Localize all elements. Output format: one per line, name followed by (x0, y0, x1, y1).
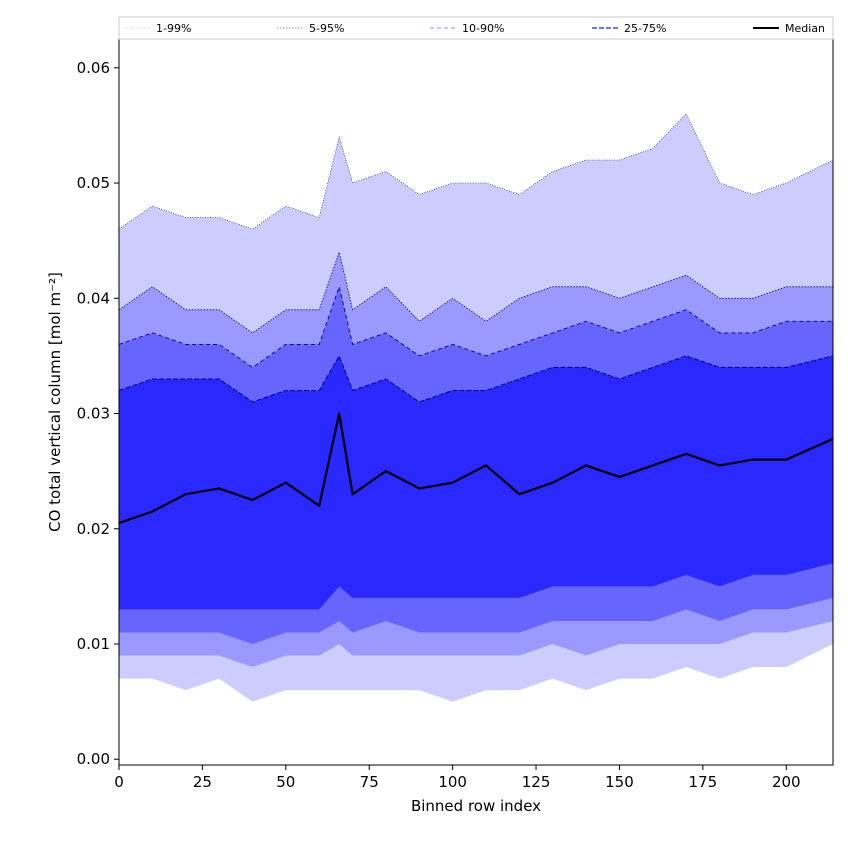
x-tick-label: 200 (772, 773, 801, 791)
legend-label: 5-95% (309, 22, 344, 35)
percentile-bands (118, 113, 834, 702)
y-tick-label: 0.05 (77, 174, 110, 192)
median-line (118, 412, 834, 525)
x-tick-label: 175 (689, 773, 718, 791)
band-25-75-upper-edge (118, 354, 834, 403)
x-axis-ticks: 0 25 50 75 100 125 150 175 200 (114, 765, 801, 791)
y-axis-ticks: 0.00 0.01 0.02 0.03 0.04 0.05 0.06 (77, 59, 119, 768)
y-tick-label: 0.06 (77, 59, 110, 77)
x-tick-label: 150 (605, 773, 634, 791)
median-layer (118, 412, 834, 525)
legend-label: 10-90% (462, 22, 504, 35)
legend: 1-99% 5-95% 10-90% 25-75% Median (118, 16, 834, 40)
x-tick-label: 50 (276, 773, 295, 791)
band-1-99-upper-edge (118, 113, 834, 230)
x-tick-label: 0 (114, 773, 124, 791)
x-tick-label: 125 (522, 773, 551, 791)
legend-box (118, 16, 834, 40)
x-tick-label: 100 (438, 773, 467, 791)
y-axis-label: CO total vertical column [mol m⁻²] (46, 272, 64, 532)
y-tick-label: 0.02 (77, 520, 110, 538)
x-tick-label: 25 (193, 773, 212, 791)
x-axis-label: Binned row index (411, 797, 541, 815)
band-5-95-upper-edge (118, 250, 833, 334)
legend-label: 1-99% (156, 22, 191, 35)
y-tick-label: 0.00 (77, 750, 110, 768)
y-tick-label: 0.01 (77, 635, 110, 653)
legend-label: Median (785, 22, 825, 35)
y-tick-label: 0.03 (77, 405, 110, 423)
y-tick-label: 0.04 (77, 289, 110, 307)
band-10-90-upper-edge (118, 285, 833, 368)
x-tick-label: 75 (360, 773, 379, 791)
band-25-75-fill (119, 355, 833, 610)
legend-label: 25-75% (624, 22, 666, 35)
